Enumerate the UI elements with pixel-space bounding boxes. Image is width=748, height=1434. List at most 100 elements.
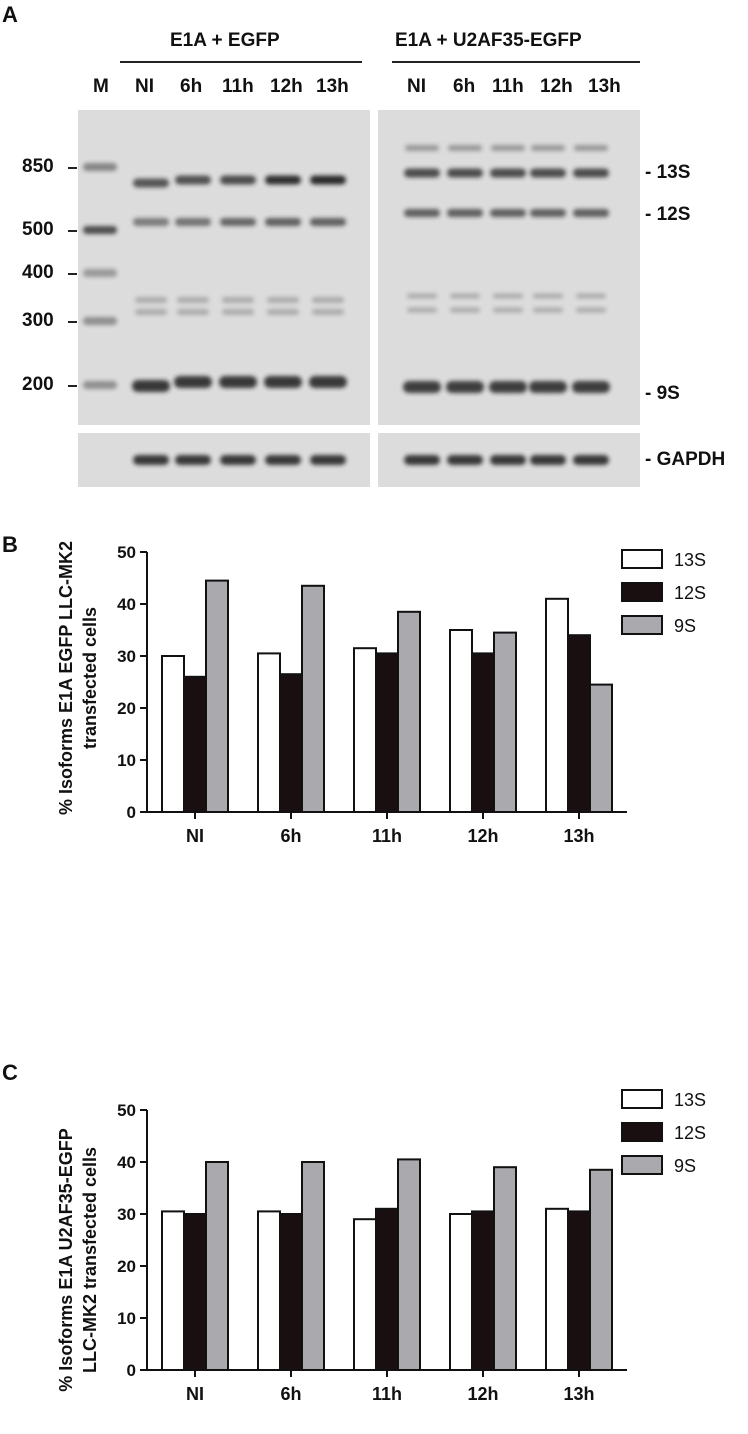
x-tick-label: 11h [372, 1384, 402, 1404]
y-tick-label: 10 [117, 1309, 136, 1328]
bar-13s-11h [353, 1218, 377, 1371]
marker-tick [68, 321, 77, 323]
bar-13s-12h [449, 1213, 473, 1371]
band-minor [407, 293, 437, 299]
band-13s [404, 168, 440, 178]
bar-9s-ni [205, 579, 229, 813]
x-tick-label: 13h [563, 1384, 594, 1404]
bar-12s-11h [375, 1207, 399, 1371]
y-tick-label: 30 [117, 647, 136, 666]
group1-label: E1A + EGFP [170, 30, 280, 51]
x-tick-label: NI [186, 1384, 204, 1404]
band-minor [135, 309, 167, 315]
legend-swatch-13s [621, 549, 663, 569]
gel-bands-group2 [403, 145, 610, 393]
y-axis-label: % Isoforms E1A EGFP LLC-MK2 transfected c… [56, 541, 100, 815]
band-12s [573, 209, 609, 217]
lane-label: 11h [492, 76, 524, 97]
lane-label: 13h [316, 76, 349, 97]
legend-swatch-9s [621, 615, 663, 635]
band-upper [574, 145, 608, 151]
band-minor [407, 307, 437, 313]
band-minor [177, 309, 209, 315]
y-tick-label: 0 [127, 803, 136, 822]
band-12s [530, 209, 566, 217]
legend-label-12s: 12S [674, 1123, 706, 1143]
bar-chart-egfp: 0 10 20 30 40 50 NI 6h 11h 12h 13h % Isoforms E1A E… [56, 541, 706, 846]
band-minor [177, 297, 209, 303]
band-minor [493, 293, 523, 299]
band-12s [133, 218, 169, 226]
group1-underline [120, 61, 362, 63]
bar-13s-ni [161, 1210, 185, 1371]
band-minor [312, 297, 344, 303]
x-tick-label: 12h [467, 826, 498, 846]
size-marker: 300 [22, 310, 54, 331]
gel-bands-group1 [83, 163, 347, 392]
lane-label: NI [135, 76, 154, 97]
y-axis-label: % Isoforms E1A U2AF35-EGFP LLC-MK2 transf… [56, 1128, 100, 1391]
bar-9s-12h [493, 1166, 517, 1371]
gapdh-bands-group1 [133, 455, 346, 465]
band-minor [450, 307, 480, 313]
band-minor [533, 307, 563, 313]
y-tick-label: 40 [117, 1153, 136, 1172]
band-9s [529, 381, 567, 393]
band-12s [310, 218, 346, 226]
bar-9s-13h [589, 1168, 613, 1371]
gel-image-group2 [378, 110, 640, 425]
band-13s [133, 178, 169, 188]
band-gapdh [220, 455, 256, 465]
gapdh-gel-group1 [78, 433, 370, 487]
band-upper [405, 145, 439, 151]
size-marker: 200 [22, 374, 54, 395]
ladder-band [83, 269, 117, 277]
legend-label-9s: 9S [674, 1156, 696, 1176]
bar-9s-ni [205, 1161, 229, 1371]
bar-12s-12h [471, 652, 495, 814]
band-12s [220, 218, 256, 226]
band-12s [265, 218, 301, 226]
bar-13s-13h [545, 1207, 569, 1371]
bar-9s-11h [397, 1158, 421, 1372]
legend-label-13s: 13S [674, 550, 706, 570]
bar-13s-12h [449, 629, 473, 813]
band-minor [533, 293, 563, 299]
bar-12s-13h [567, 1210, 591, 1371]
band-13s [530, 168, 566, 178]
band-minor [267, 297, 299, 303]
band-upper [491, 145, 525, 151]
group2-label: E1A + U2AF35-EGFP [395, 30, 582, 51]
band-upper [531, 145, 565, 151]
gapdh-bands-group2 [404, 455, 609, 465]
y-tick-label: 20 [117, 1257, 136, 1276]
band-label-gapdh: - GAPDH [645, 449, 726, 470]
size-marker: 850 [22, 156, 54, 177]
y-axis-label-line: % Isoforms E1A EGFP LLC-MK2 [56, 541, 76, 815]
band-9s [489, 381, 527, 393]
bar-9s-11h [397, 610, 421, 813]
band-9s [132, 380, 170, 392]
band-13s [447, 168, 483, 178]
band-gapdh [175, 455, 211, 465]
bar-12s-ni [183, 675, 207, 813]
y-axis-label-line: % Isoforms E1A U2AF35-EGFP [56, 1128, 76, 1391]
lane-label: 13h [588, 76, 621, 97]
bar-12s-11h [375, 652, 399, 814]
bar-9s-12h [493, 631, 517, 813]
x-tick-label: 6h [280, 826, 301, 846]
band-9s [174, 376, 212, 388]
legend-swatch-12s [621, 1122, 663, 1142]
bar-12s-ni [183, 1213, 207, 1371]
y-tick-label: 0 [127, 1361, 136, 1380]
bar-9s-6h [301, 1161, 325, 1371]
band-upper [448, 145, 482, 151]
band-12s [490, 209, 526, 217]
band-gapdh [530, 455, 566, 465]
bar-13s-6h [257, 652, 281, 814]
bar-12s-6h [279, 1213, 303, 1371]
panel-label-b: B [2, 532, 18, 557]
band-gapdh [310, 455, 346, 465]
group2-underline [392, 61, 640, 63]
y-tick-label: 10 [117, 751, 136, 770]
